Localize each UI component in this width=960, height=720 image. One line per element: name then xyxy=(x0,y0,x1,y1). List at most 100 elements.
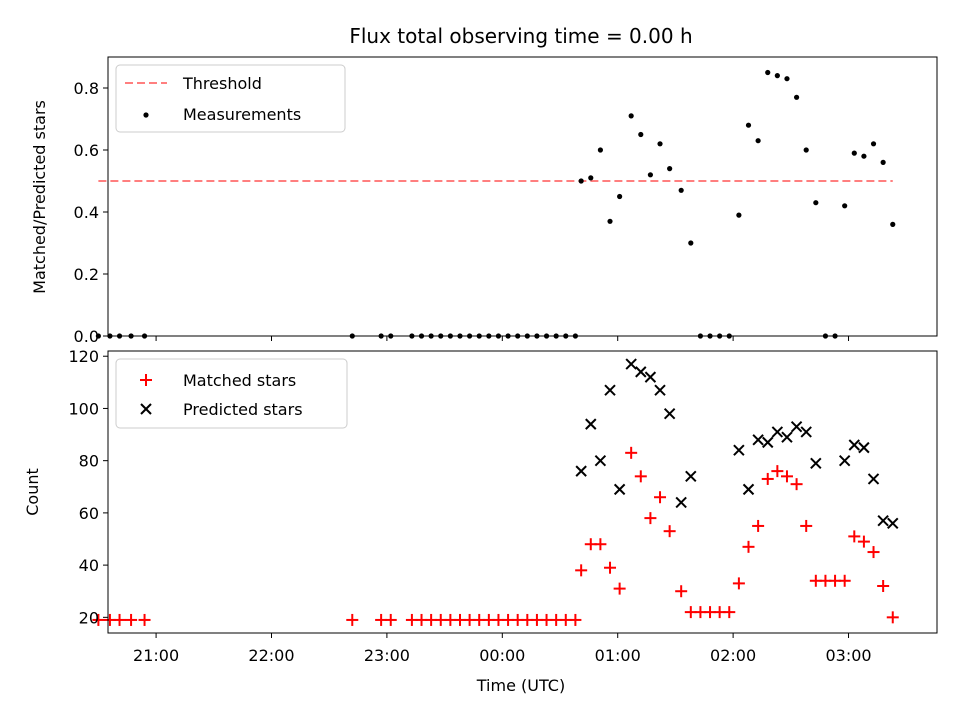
measurement-point xyxy=(678,187,684,193)
x-tick-label: 01:00 xyxy=(595,646,641,665)
matched-stars-point xyxy=(125,613,138,626)
legend-measurements-swatch xyxy=(143,112,149,118)
measurement-point xyxy=(617,193,623,200)
matched-stars-point xyxy=(780,470,793,483)
predicted-stars-point xyxy=(790,421,803,433)
matched-stars-point xyxy=(654,491,667,504)
measurement-point xyxy=(870,141,877,147)
top-panel: 0.00.20.40.60.8 Matched/Predicted stars … xyxy=(30,56,938,346)
measurement-point xyxy=(647,172,654,178)
matched-stars-point xyxy=(732,577,745,590)
measurement-point xyxy=(588,175,594,181)
x-tick-label: 03:00 xyxy=(825,646,871,665)
top-plot-frame xyxy=(107,56,938,337)
legend-matched-label: Matched stars xyxy=(183,371,296,390)
measurement-point xyxy=(578,178,584,184)
measurement-point xyxy=(765,69,771,76)
matched-stars-point xyxy=(742,540,755,553)
predicted-stars-point xyxy=(858,441,870,454)
legend-predicted-label: Predicted stars xyxy=(183,400,303,419)
predicted-stars-point xyxy=(800,426,812,438)
predicted-stars-point xyxy=(594,454,607,467)
measurement-point xyxy=(736,212,742,218)
x-tick-label: 21:00 xyxy=(133,646,179,665)
measurement-point xyxy=(880,159,886,165)
matched-stars-point xyxy=(575,564,588,577)
predicted-stars-point xyxy=(585,418,597,430)
x-tick-label: 23:00 xyxy=(364,646,410,665)
top-y-axis-label: Matched/Predicted stars xyxy=(30,100,49,294)
bottom-y-axis-label: Count xyxy=(23,468,42,516)
predicted-stars-point xyxy=(613,483,626,496)
measurement-point xyxy=(861,153,867,159)
measurement-point xyxy=(638,131,644,138)
y-tick-label: 0.8 xyxy=(74,79,99,98)
predicted-stars-point xyxy=(663,407,676,420)
matched-stars-point xyxy=(857,535,870,548)
bottom-legend: Matched stars Predicted stars xyxy=(115,358,348,429)
legend-threshold-label: Threshold xyxy=(182,74,262,93)
y-tick-label: 60 xyxy=(79,504,99,523)
predicted-stars-point xyxy=(810,457,822,469)
matched-stars-point xyxy=(613,582,626,595)
matched-stars-point xyxy=(886,611,899,624)
chart-title: Flux total observing time = 0.00 h xyxy=(349,24,692,48)
legend-predicted-swatch xyxy=(140,403,152,415)
measurement-point xyxy=(607,218,613,224)
matched-stars-point xyxy=(848,530,861,543)
measurement-point xyxy=(667,166,673,172)
matched-stars-point xyxy=(625,446,638,459)
matched-stars-point xyxy=(790,478,803,491)
y-tick-label: 0.0 xyxy=(74,327,99,346)
predicted-stars-point xyxy=(604,384,616,396)
measurement-point xyxy=(851,150,857,156)
matched-stars-point xyxy=(384,613,397,626)
matched-stars-point xyxy=(594,538,607,551)
measurement-point xyxy=(803,147,809,153)
measurement-point xyxy=(95,333,101,339)
x-tick-label: 00:00 xyxy=(479,646,525,665)
matched-stars-point xyxy=(138,613,151,626)
y-tick-label: 0.4 xyxy=(74,203,99,222)
y-tick-label: 120 xyxy=(68,347,99,366)
predicted-stars-point xyxy=(867,473,880,485)
legend-matched-swatch xyxy=(140,374,152,386)
legend-measurements-label: Measurements xyxy=(183,105,301,124)
predicted-stars-point xyxy=(771,426,784,438)
predicted-stars-point xyxy=(685,470,697,483)
y-tick-label: 0.2 xyxy=(74,265,99,284)
measurement-point xyxy=(657,141,663,147)
measurement-point xyxy=(890,221,896,227)
bottom-plot-frame xyxy=(107,350,938,634)
predicted-stars-point xyxy=(644,371,657,383)
predicted-stars-point xyxy=(781,431,793,443)
measurement-point xyxy=(745,122,752,128)
matched-stars-point xyxy=(675,585,688,598)
x-tick-label: 02:00 xyxy=(710,646,756,665)
measurement-point xyxy=(784,76,790,82)
matched-stars-point xyxy=(569,613,582,626)
y-tick-label: 100 xyxy=(68,399,99,418)
predicted-stars-point xyxy=(762,436,774,449)
predicted-stars-point xyxy=(675,496,687,509)
matched-stars-point xyxy=(663,525,676,538)
predicted-stars-point xyxy=(752,434,764,446)
measurement-point xyxy=(597,147,603,153)
measurement-point xyxy=(688,240,694,246)
predicted-stars-point xyxy=(742,483,755,496)
matched-stars-point xyxy=(838,574,851,587)
matched-stars-point xyxy=(346,613,359,626)
predicted-stars-point xyxy=(575,465,587,477)
y-tick-label: 0.6 xyxy=(74,141,99,160)
matched-stars-point xyxy=(800,519,813,532)
matched-stars-point xyxy=(604,561,617,574)
x-axis-label: Time (UTC) xyxy=(476,676,565,695)
predicted-stars-point xyxy=(887,517,899,530)
measurement-point xyxy=(774,73,780,79)
matched-stars-point xyxy=(92,613,105,626)
bottom-panel: 20 40 60 80 100 120 21:00 22:00 23:00 00:00 01:00… xyxy=(23,347,938,695)
measurement-point xyxy=(793,94,800,100)
top-legend: Threshold Measurements xyxy=(115,64,346,133)
predicted-stars-point xyxy=(733,444,745,456)
x-tick-label: 22:00 xyxy=(248,646,294,665)
